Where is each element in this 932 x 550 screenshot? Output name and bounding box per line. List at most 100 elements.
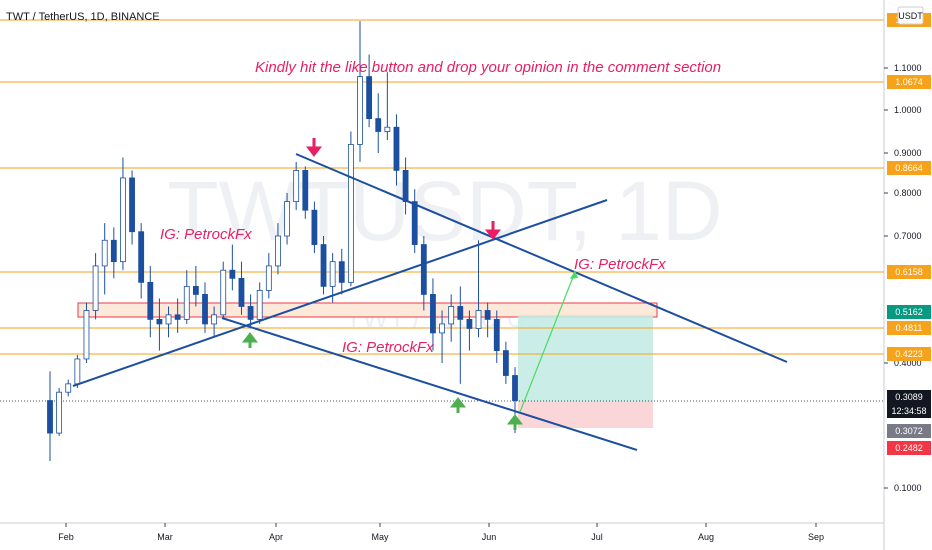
candle-50 bbox=[502, 341, 509, 384]
candle-2 bbox=[65, 379, 72, 397]
price-tag-target: 0.5162 bbox=[895, 307, 923, 317]
candle-5 bbox=[92, 253, 99, 320]
price-tag-level-0: 1.0674 bbox=[895, 77, 923, 87]
candle-12 bbox=[156, 298, 163, 351]
y-tick-label-2: 0.7000 bbox=[894, 231, 922, 241]
candle-47 bbox=[475, 240, 482, 338]
candle-body-21 bbox=[238, 277, 245, 307]
price-tag-level-4: 0.4223 bbox=[895, 349, 923, 359]
candle-27 bbox=[293, 161, 300, 211]
price-tag-level-3-bg bbox=[887, 321, 931, 335]
candle-body-29 bbox=[311, 209, 318, 245]
candle-body-24 bbox=[265, 265, 272, 291]
candle-26 bbox=[284, 193, 290, 245]
candle-body-11 bbox=[147, 281, 154, 320]
x-tick-label-0: Feb bbox=[58, 532, 74, 542]
candle-body-4 bbox=[83, 310, 90, 360]
y-tick-label-4: 0.9000 bbox=[894, 148, 922, 158]
price-tag-level-2-bg bbox=[887, 265, 931, 279]
candle-body-37 bbox=[384, 126, 391, 132]
candle-6 bbox=[101, 223, 108, 295]
price-tag-entry-bg bbox=[887, 424, 931, 438]
candle-10 bbox=[138, 223, 145, 299]
candle-41 bbox=[420, 236, 427, 311]
candle-31 bbox=[329, 253, 336, 303]
ig-tag-3: IG: PetrockFx bbox=[574, 256, 666, 273]
candle-40 bbox=[411, 189, 418, 254]
candle-21 bbox=[238, 261, 245, 315]
candle-17 bbox=[202, 282, 208, 333]
candle-46 bbox=[466, 310, 473, 351]
candle-body-33 bbox=[347, 143, 354, 283]
candle-body-44 bbox=[448, 306, 455, 325]
supply-demand-zone[interactable] bbox=[77, 302, 658, 318]
candle-body-45 bbox=[457, 306, 464, 320]
candle-30 bbox=[320, 236, 327, 295]
up-arrow-1 bbox=[241, 332, 259, 348]
price-tag-countdown: 12:34:58 bbox=[891, 406, 926, 416]
candle-body-26 bbox=[284, 201, 290, 237]
candle-body-43 bbox=[439, 323, 445, 334]
down-arrow-1 bbox=[305, 138, 323, 157]
candle-body-38 bbox=[393, 126, 400, 171]
price-tag-stop-bg bbox=[887, 441, 931, 455]
up-arrow-2 bbox=[449, 397, 467, 413]
price-tag-current-bg bbox=[887, 390, 931, 404]
candle-15 bbox=[183, 270, 190, 324]
price-tag-current: 0.3089 bbox=[895, 392, 923, 402]
descending-lower-trendline[interactable] bbox=[221, 317, 638, 451]
candle-body-27 bbox=[293, 170, 300, 202]
watermark-symbol: TWTUSDT, 1D bbox=[167, 164, 722, 258]
candle-body-12 bbox=[156, 318, 163, 325]
candle-14 bbox=[174, 298, 181, 333]
candle-23 bbox=[256, 282, 263, 324]
candle-body-46 bbox=[466, 318, 473, 329]
candle-1 bbox=[56, 388, 63, 436]
candle-body-23 bbox=[256, 289, 263, 320]
descending-upper-trendline[interactable] bbox=[295, 153, 788, 363]
candle-body-1 bbox=[56, 391, 63, 434]
candle-body-47 bbox=[475, 310, 482, 329]
x-axis-ticks: Feb Mar Apr May Jun Jul Aug Sep bbox=[58, 523, 824, 542]
price-tag-level-3: 0.4811 bbox=[896, 323, 923, 333]
candle-body-28 bbox=[302, 170, 309, 211]
candle-body-17 bbox=[202, 294, 208, 325]
y-tick-label-0: 0.1000 bbox=[894, 483, 922, 493]
down-arrow-2 bbox=[484, 221, 502, 240]
candle-7 bbox=[110, 227, 117, 279]
currency-badge[interactable] bbox=[897, 6, 924, 25]
candle-18 bbox=[211, 306, 218, 338]
candle-body-42 bbox=[430, 294, 436, 334]
candle-13 bbox=[165, 306, 172, 338]
candle-body-0 bbox=[47, 400, 53, 434]
candle-25 bbox=[275, 223, 281, 275]
target-zone[interactable] bbox=[518, 315, 653, 401]
candle-49 bbox=[493, 310, 500, 363]
candle-body-36 bbox=[375, 118, 382, 132]
candle-29 bbox=[311, 201, 318, 254]
candle-35 bbox=[366, 54, 373, 128]
ascending-trendline[interactable] bbox=[72, 199, 608, 387]
candle-body-31 bbox=[329, 261, 336, 287]
candle-33 bbox=[347, 131, 354, 287]
candle-body-34 bbox=[357, 76, 363, 145]
candle-body-10 bbox=[138, 231, 145, 283]
candle-body-22 bbox=[247, 306, 254, 320]
candle-body-48 bbox=[484, 310, 491, 320]
candle-body-3 bbox=[74, 358, 81, 385]
candle-body-13 bbox=[165, 314, 172, 325]
candle-body-9 bbox=[129, 177, 135, 233]
candle-body-15 bbox=[183, 285, 190, 320]
candle-39 bbox=[402, 157, 409, 215]
projection-line[interactable] bbox=[519, 271, 576, 413]
candle-4 bbox=[83, 302, 90, 363]
candle-body-8 bbox=[120, 177, 126, 263]
candle-28 bbox=[302, 166, 309, 219]
candle-body-14 bbox=[174, 314, 181, 320]
y-tick-label-1: 0.4000 bbox=[894, 358, 922, 368]
stop-zone[interactable] bbox=[518, 401, 653, 428]
candle-body-32 bbox=[338, 261, 345, 283]
chart-header-title: TWT / TetherUS, 1D, BINANCE bbox=[6, 11, 160, 23]
